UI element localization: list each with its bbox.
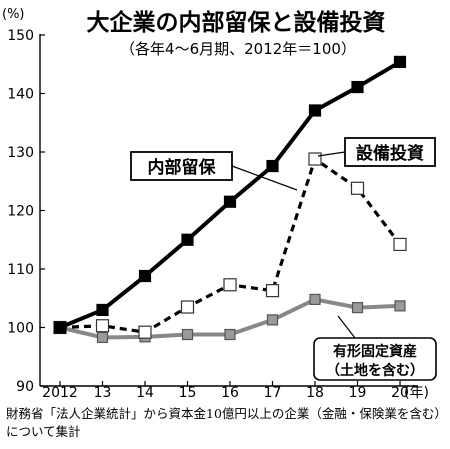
capex-leader-line: [317, 151, 346, 157]
data-point-0-6: [308, 104, 322, 117]
data-point-0-5: [266, 159, 279, 173]
data-point-0-0: [53, 321, 67, 334]
x-tick-label: 18: [306, 385, 324, 400]
y-tick-label: 100: [7, 321, 34, 337]
x-tick-label: 2012: [42, 385, 78, 400]
y-tick-label: 90: [16, 379, 34, 395]
data-point-1-2: [138, 325, 152, 339]
internal-reserves-label: 内部留保: [148, 157, 217, 178]
data-point-0-1: [96, 303, 109, 317]
line-chart: 大企業の内部留保と設備投資 （各年4～6月期、2012年＝100） (%) (年…: [2, 7, 437, 400]
x-tick-label: 13: [94, 385, 112, 400]
fixed-assets-label-line1: 有形固定資産: [333, 343, 417, 360]
data-point-0-4: [223, 195, 237, 208]
y-tick-label: 110: [7, 262, 34, 278]
internal-reserves-leader-line: [231, 165, 298, 191]
fixed-assets-leader-line: [337, 315, 356, 339]
data-point-1-3: [180, 300, 195, 314]
data-point-1-4: [223, 278, 237, 292]
y-tick-label: 120: [7, 204, 34, 220]
internal-reserves-label-box: [130, 151, 233, 181]
data-point-2-3: [181, 328, 194, 341]
x-tick-label: 17: [264, 385, 282, 400]
data-point-1-7: [350, 181, 365, 195]
data-point-2-4: [224, 328, 236, 341]
data-point-1-5: [265, 284, 280, 298]
data-point-1-6: [308, 152, 322, 166]
data-point-0-3: [181, 233, 194, 246]
data-point-0-7: [351, 80, 364, 94]
capex-label: 設備投資: [356, 143, 424, 164]
y-axis-unit: (%): [2, 7, 25, 22]
x-axis-unit: (年): [404, 385, 429, 400]
fixed-assets-label-line2: （土地を含む）: [326, 362, 424, 379]
fixed-assets-label-box: [313, 337, 437, 381]
x-tick-label: 19: [349, 385, 367, 400]
data-point-2-8: [394, 300, 406, 312]
x-tick-label: 14: [136, 385, 154, 400]
chart-subtitle: （各年4～6月期、2012年＝100）: [120, 40, 356, 58]
x-tick-label: 20: [391, 385, 409, 400]
y-tick-label: 140: [7, 87, 34, 103]
capex-label-box: [344, 137, 436, 167]
data-point-1-1: [95, 319, 110, 333]
data-point-2-6: [309, 293, 321, 306]
data-point-2-7: [351, 302, 364, 314]
data-point-2-1: [96, 331, 109, 344]
y-tick-label: 130: [7, 145, 34, 161]
chart-title: 大企業の内部留保と設備投資: [87, 9, 386, 36]
data-point-1-8: [393, 237, 407, 252]
data-point-0-2: [138, 269, 152, 283]
data-point-2-5: [266, 314, 279, 326]
y-tick-label: 150: [7, 28, 34, 44]
data-point-0-8: [393, 55, 407, 69]
x-tick-label: 15: [179, 385, 197, 400]
source-footnote: 財務省「法人企業統計」から資本金10億円以上の企業（金融・保険業を含む）について…: [6, 406, 441, 439]
x-tick-label: 16: [221, 385, 239, 400]
